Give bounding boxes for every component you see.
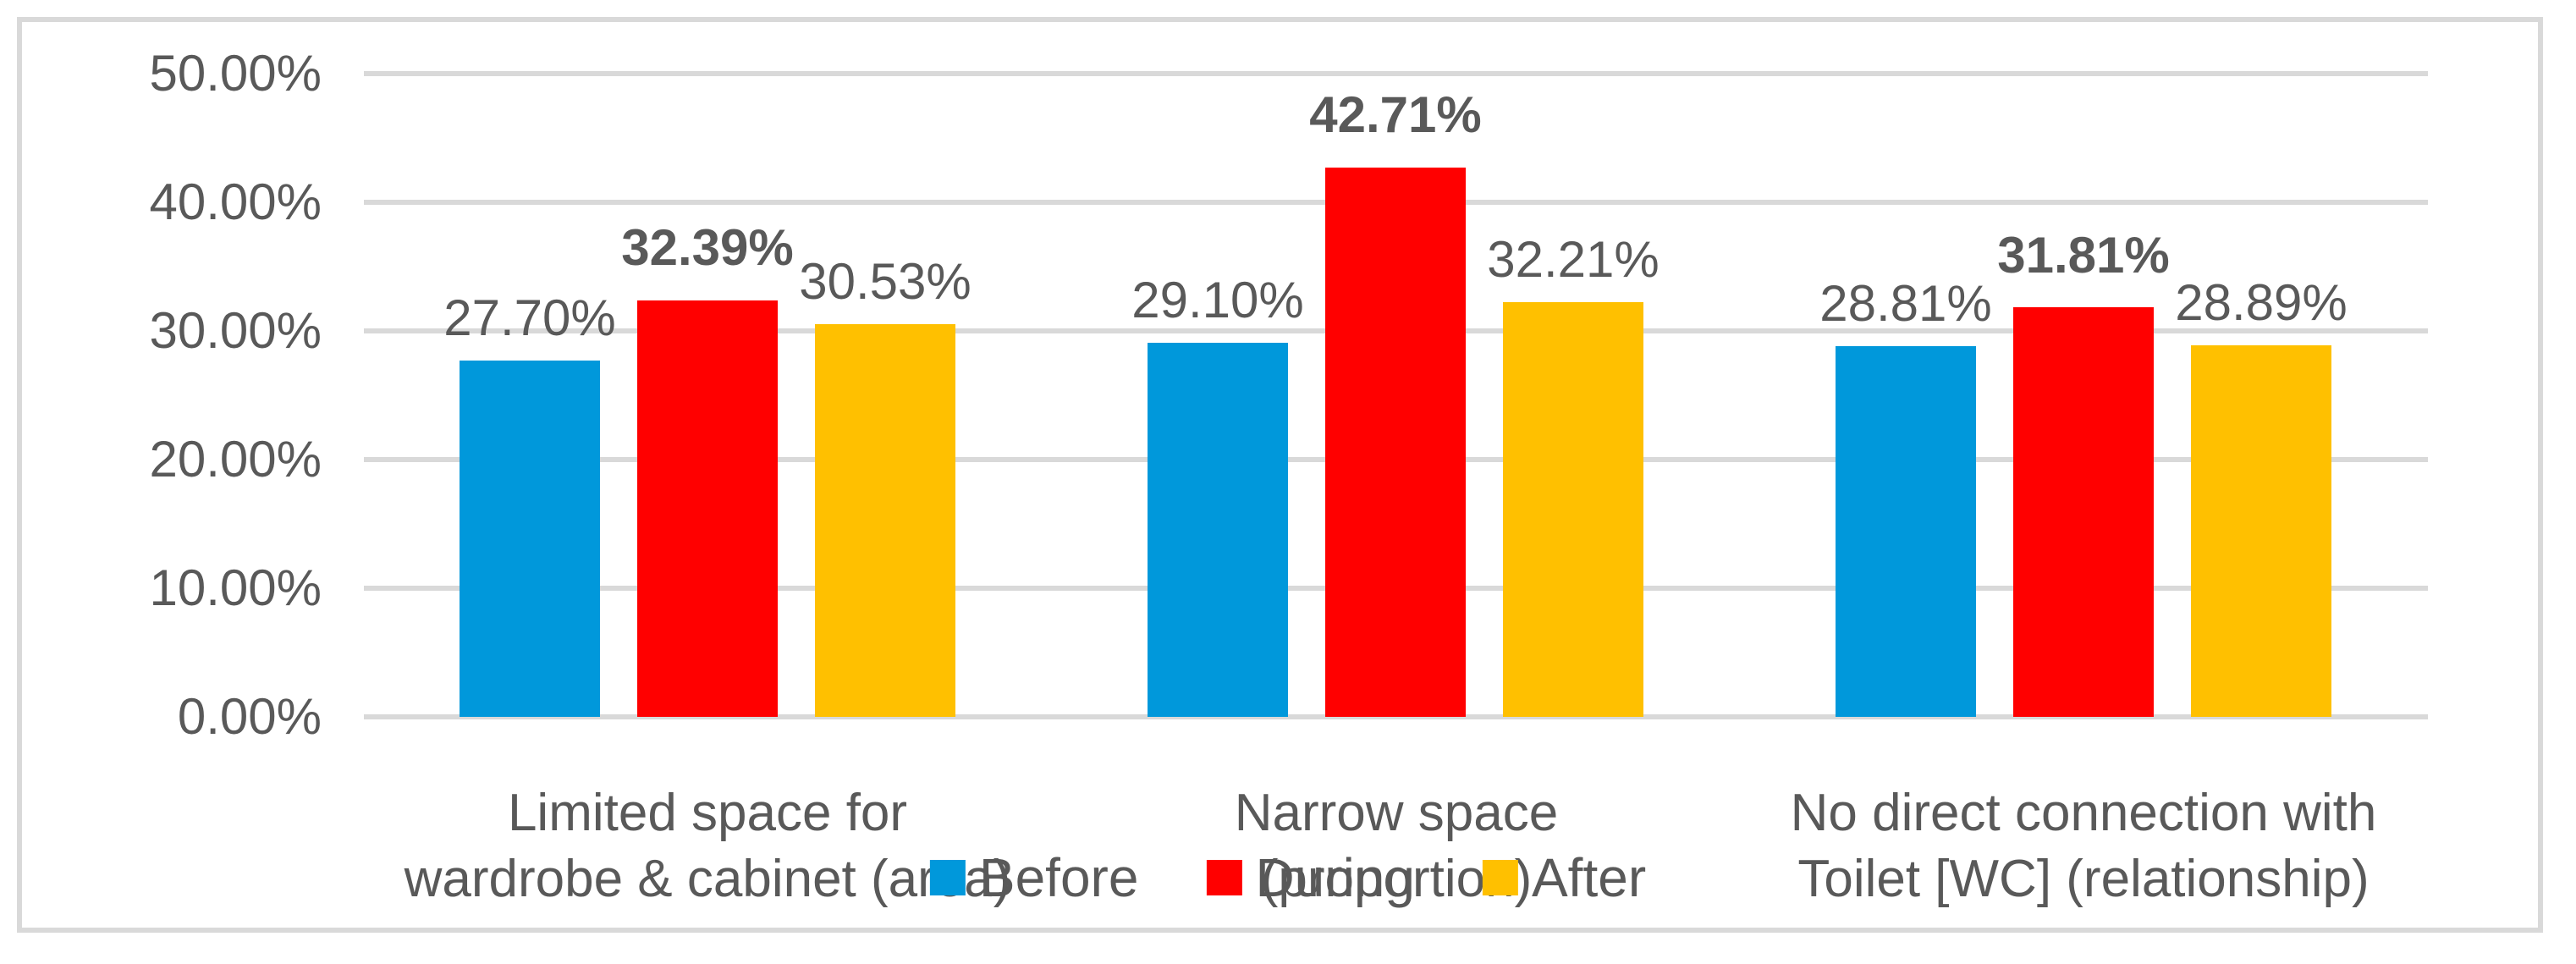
bar-during-group2 [1325,167,1466,717]
category-label-3: No direct connection with Toilet [WC] (r… [1686,780,2481,912]
y-axis-tick-label: 40.00% [149,174,322,230]
y-axis-tick-label: 20.00% [149,431,322,488]
bar-value-label: 32.21% [1487,231,1660,289]
bar-value-label: 28.81% [1819,275,1992,333]
chart-legend: Before During After [929,846,1647,909]
legend-swatch-before [929,860,966,895]
bar-after-group2 [1503,302,1643,717]
chart-border-frame [17,17,2543,933]
y-axis-tick-label: 10.00% [149,559,322,616]
bar-after-group3 [2191,344,2331,717]
bar-during-group1 [637,300,778,717]
y-axis-tick-label: 30.00% [149,302,322,359]
bar-after-group1 [815,323,955,717]
bar-during-group3 [2013,307,2154,717]
category-label-line: No direct connection with [1790,784,2377,842]
legend-item-during: During [1206,846,1415,909]
category-label-line: wardrobe & cabinet (area) [404,850,1011,908]
bar-value-label: 30.53% [799,252,972,310]
bar-value-label: 29.10% [1131,271,1304,328]
y-axis-tick-label: 50.00% [149,45,322,102]
y-axis-tick-label: 0.00% [177,688,322,745]
category-label-line: Toilet [WC] (relationship) [1797,850,2370,908]
bar-value-label: 31.81% [1997,226,2170,284]
gridline [364,714,2428,719]
gridline [364,71,2428,76]
bar-before-group2 [1148,342,1288,717]
bar-value-label: 42.71% [1309,85,1482,143]
legend-label: After [1531,847,1647,908]
category-label-1: Limited space for wardrobe & cabinet (ar… [310,780,1105,912]
legend-swatch-after [1482,860,1518,895]
legend-item-before: Before [929,846,1139,909]
bar-value-label: 32.39% [621,218,794,276]
category-label-line: Limited space for [507,784,908,842]
category-label-2: Narrow space (proportion) [999,780,1794,912]
bar-before-group1 [460,360,600,717]
legend-item-after: After [1482,846,1647,909]
legend-label: Before [978,847,1139,908]
bar-value-label: 28.89% [2175,273,2348,331]
bar-before-group3 [1836,346,1976,717]
category-label-line: Narrow space [1234,784,1559,842]
bar-value-label: 27.70% [443,289,616,346]
legend-swatch-during [1206,860,1242,895]
legend-label: During [1255,847,1415,908]
